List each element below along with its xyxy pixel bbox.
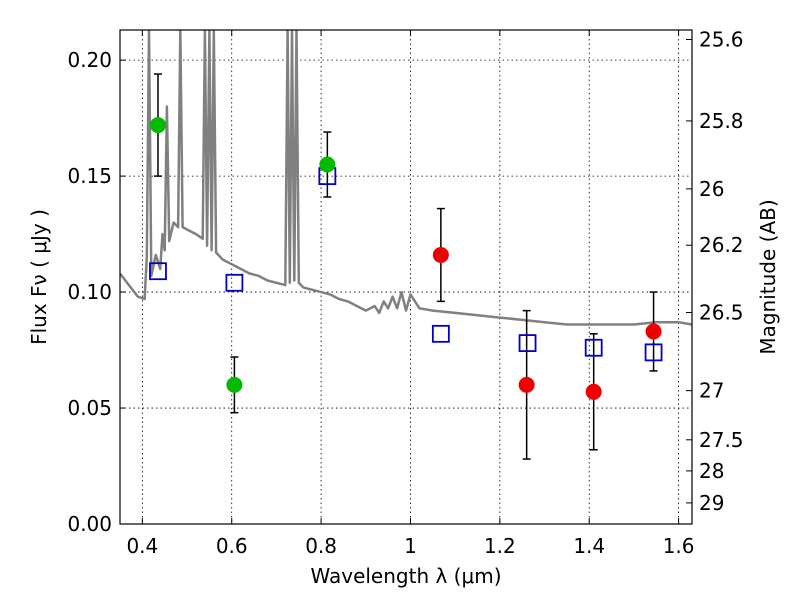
y-tick-label: 0.15 (67, 164, 112, 188)
data-point-marker (149, 117, 166, 134)
right-tick-label: 25.6 (699, 28, 744, 52)
right-tick-label: 28 (699, 459, 724, 483)
model-square-marker (225, 273, 244, 292)
data-point-marker (319, 156, 336, 173)
x-tick-label: 0.6 (216, 534, 248, 558)
right-tick-label: 25.8 (699, 109, 744, 133)
data-point-marker (645, 323, 662, 340)
data-point-marker (432, 246, 449, 263)
model-square-marker (431, 324, 450, 343)
model-square-marker (644, 343, 663, 362)
right-tick-label: 27.5 (699, 428, 744, 452)
data-point-marker (518, 376, 535, 393)
x-tick-label: 0.4 (126, 534, 158, 558)
data-point-marker (226, 376, 243, 393)
marker-layer (149, 73, 663, 460)
sed-model-line (120, 30, 692, 326)
y-tick-label: 0.05 (67, 396, 112, 420)
model-square-marker (149, 262, 167, 281)
data-point-marker (585, 383, 602, 400)
right-axis-title: Magnitude (AB) (756, 199, 780, 354)
y-tick-label: 0.00 (67, 512, 112, 536)
right-tick-label: 26.2 (699, 233, 744, 257)
right-tick-label: 26 (699, 177, 724, 201)
x-axis-title: Wavelength λ (μm) (310, 564, 501, 588)
model-square-marker (518, 334, 537, 352)
y-tick-label: 0.10 (67, 280, 112, 304)
x-tick-label: 0.8 (305, 534, 337, 558)
x-tick-label: 1.2 (484, 534, 516, 558)
plot-frame (119, 29, 693, 525)
x-tick-label: 1 (404, 534, 417, 558)
y-axis-title: Flux Fν ( μJy ) (27, 209, 51, 345)
ticks: 0.4 0.6 0.8 1 1.2 1.4 1.6 0.00 0.05 0.10 0.15 0.20 2… (67, 28, 743, 558)
x-tick-label: 1.6 (663, 534, 695, 558)
model-square-marker (584, 338, 603, 357)
right-tick-label: 29 (699, 491, 724, 515)
x-tick-label: 1.4 (573, 534, 605, 558)
y-tick-label: 0.20 (67, 48, 112, 72)
right-tick-label: 27 (699, 379, 724, 403)
sed-model-layer (120, 30, 692, 326)
right-tick-label: 26.5 (699, 300, 744, 324)
